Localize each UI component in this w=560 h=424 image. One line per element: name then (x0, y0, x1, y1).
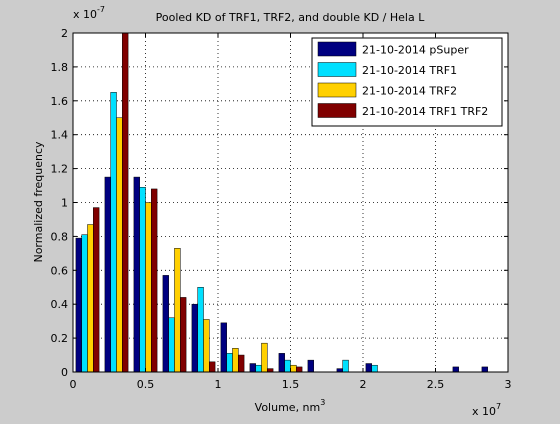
bar-series-0 (365, 363, 372, 373)
x-tick-labels: 0 0.5 1 1.5 2 2.5 3 (70, 378, 512, 391)
bar-series-1 (255, 364, 262, 373)
legend-swatch (317, 41, 357, 57)
legend-label: 21-10-2014 TRF1 TRF2 (362, 105, 488, 118)
bar-series-2 (145, 202, 152, 373)
legend-label: 21-10-2014 TRF1 (362, 64, 457, 77)
x-tick-label: 1.5 (282, 378, 300, 391)
bar-series-0 (220, 322, 227, 373)
bar-series-0 (191, 303, 198, 373)
bar-series-3 (151, 188, 158, 373)
bar-series-3 (93, 207, 100, 373)
bar-series-1 (284, 359, 291, 373)
bar-series-0 (452, 366, 459, 373)
y-tick-label: 1 (61, 197, 68, 210)
x-tick-label: 2 (360, 378, 367, 391)
y-tick-labels: 0 0.2 0.4 0.6 0.8 1 1.2 1.4 1.6 1.8 2 (51, 27, 69, 379)
bar-series-1 (110, 92, 117, 373)
bar-series-2 (174, 248, 181, 373)
bar-series-3 (180, 297, 187, 373)
bar-series-1 (371, 364, 378, 373)
y-tick-label: 0.6 (51, 264, 69, 277)
legend-swatch (317, 82, 357, 98)
bar-series-1 (197, 287, 204, 373)
bar-series-2 (232, 348, 239, 373)
y-tick-label: 1.2 (51, 163, 69, 176)
x-tick-label: 0.5 (137, 378, 155, 391)
y-tick-label: 0 (61, 366, 68, 379)
bar-series-1 (226, 353, 233, 373)
bar-series-0 (307, 359, 314, 373)
bar-series-0 (104, 176, 111, 373)
bar-series-0 (336, 368, 343, 373)
y-tick-label: 0.4 (51, 298, 69, 311)
legend: 21-10-2014 pSuper 21-10-2014 TRF1 21-10-20… (311, 37, 503, 127)
bar-series-2 (203, 319, 210, 373)
bar-series-2 (290, 364, 297, 373)
bar-series-0 (249, 363, 256, 373)
bar-series-0 (162, 275, 169, 373)
y-tick-label: 1.8 (51, 61, 69, 74)
legend-label: 21-10-2014 pSuper (362, 44, 469, 57)
bar-series-2 (261, 342, 268, 373)
x-axis-label: Volume, nm3 (255, 398, 326, 414)
legend-swatch (317, 103, 357, 118)
x-tick-label: 1 (215, 378, 222, 391)
bar-series-0 (278, 353, 285, 373)
x-tick-label: 0 (70, 378, 77, 391)
x-exponent-label: x 107 (472, 402, 501, 418)
bar-series-0 (481, 366, 488, 373)
bar-series-3 (209, 361, 216, 373)
y-exponent-label: x 10-7 (73, 5, 105, 21)
bar-series-1 (81, 234, 88, 373)
bar-series-1 (342, 359, 349, 373)
y-axis-label: Normalized frequency (32, 141, 45, 263)
y-tick-label: 1.6 (51, 95, 69, 108)
bar-series-1 (139, 186, 146, 373)
chart-title: Pooled KD of TRF1, TRF2, and double KD /… (156, 11, 426, 24)
bar-series-3 (122, 32, 129, 373)
x-tick-label: 3 (505, 378, 512, 391)
y-tick-label: 1.4 (51, 129, 69, 142)
x-tick-label: 2.5 (427, 378, 445, 391)
legend-label: 21-10-2014 TRF2 (362, 85, 457, 98)
y-tick-label: 0.8 (51, 230, 69, 243)
y-tick-label: 0.2 (51, 332, 69, 345)
bar-series-3 (267, 368, 274, 373)
bar-series-3 (238, 354, 245, 373)
ticks (72, 32, 509, 373)
bar-series-2 (87, 224, 94, 373)
legend-swatch (317, 62, 357, 77)
bar-series-0 (75, 237, 82, 373)
y-tick-label: 2 (61, 27, 68, 40)
bar-series-0 (133, 176, 140, 373)
bar-series-2 (116, 117, 123, 373)
bar-series-3 (296, 366, 303, 373)
bar-series-1 (168, 317, 175, 373)
